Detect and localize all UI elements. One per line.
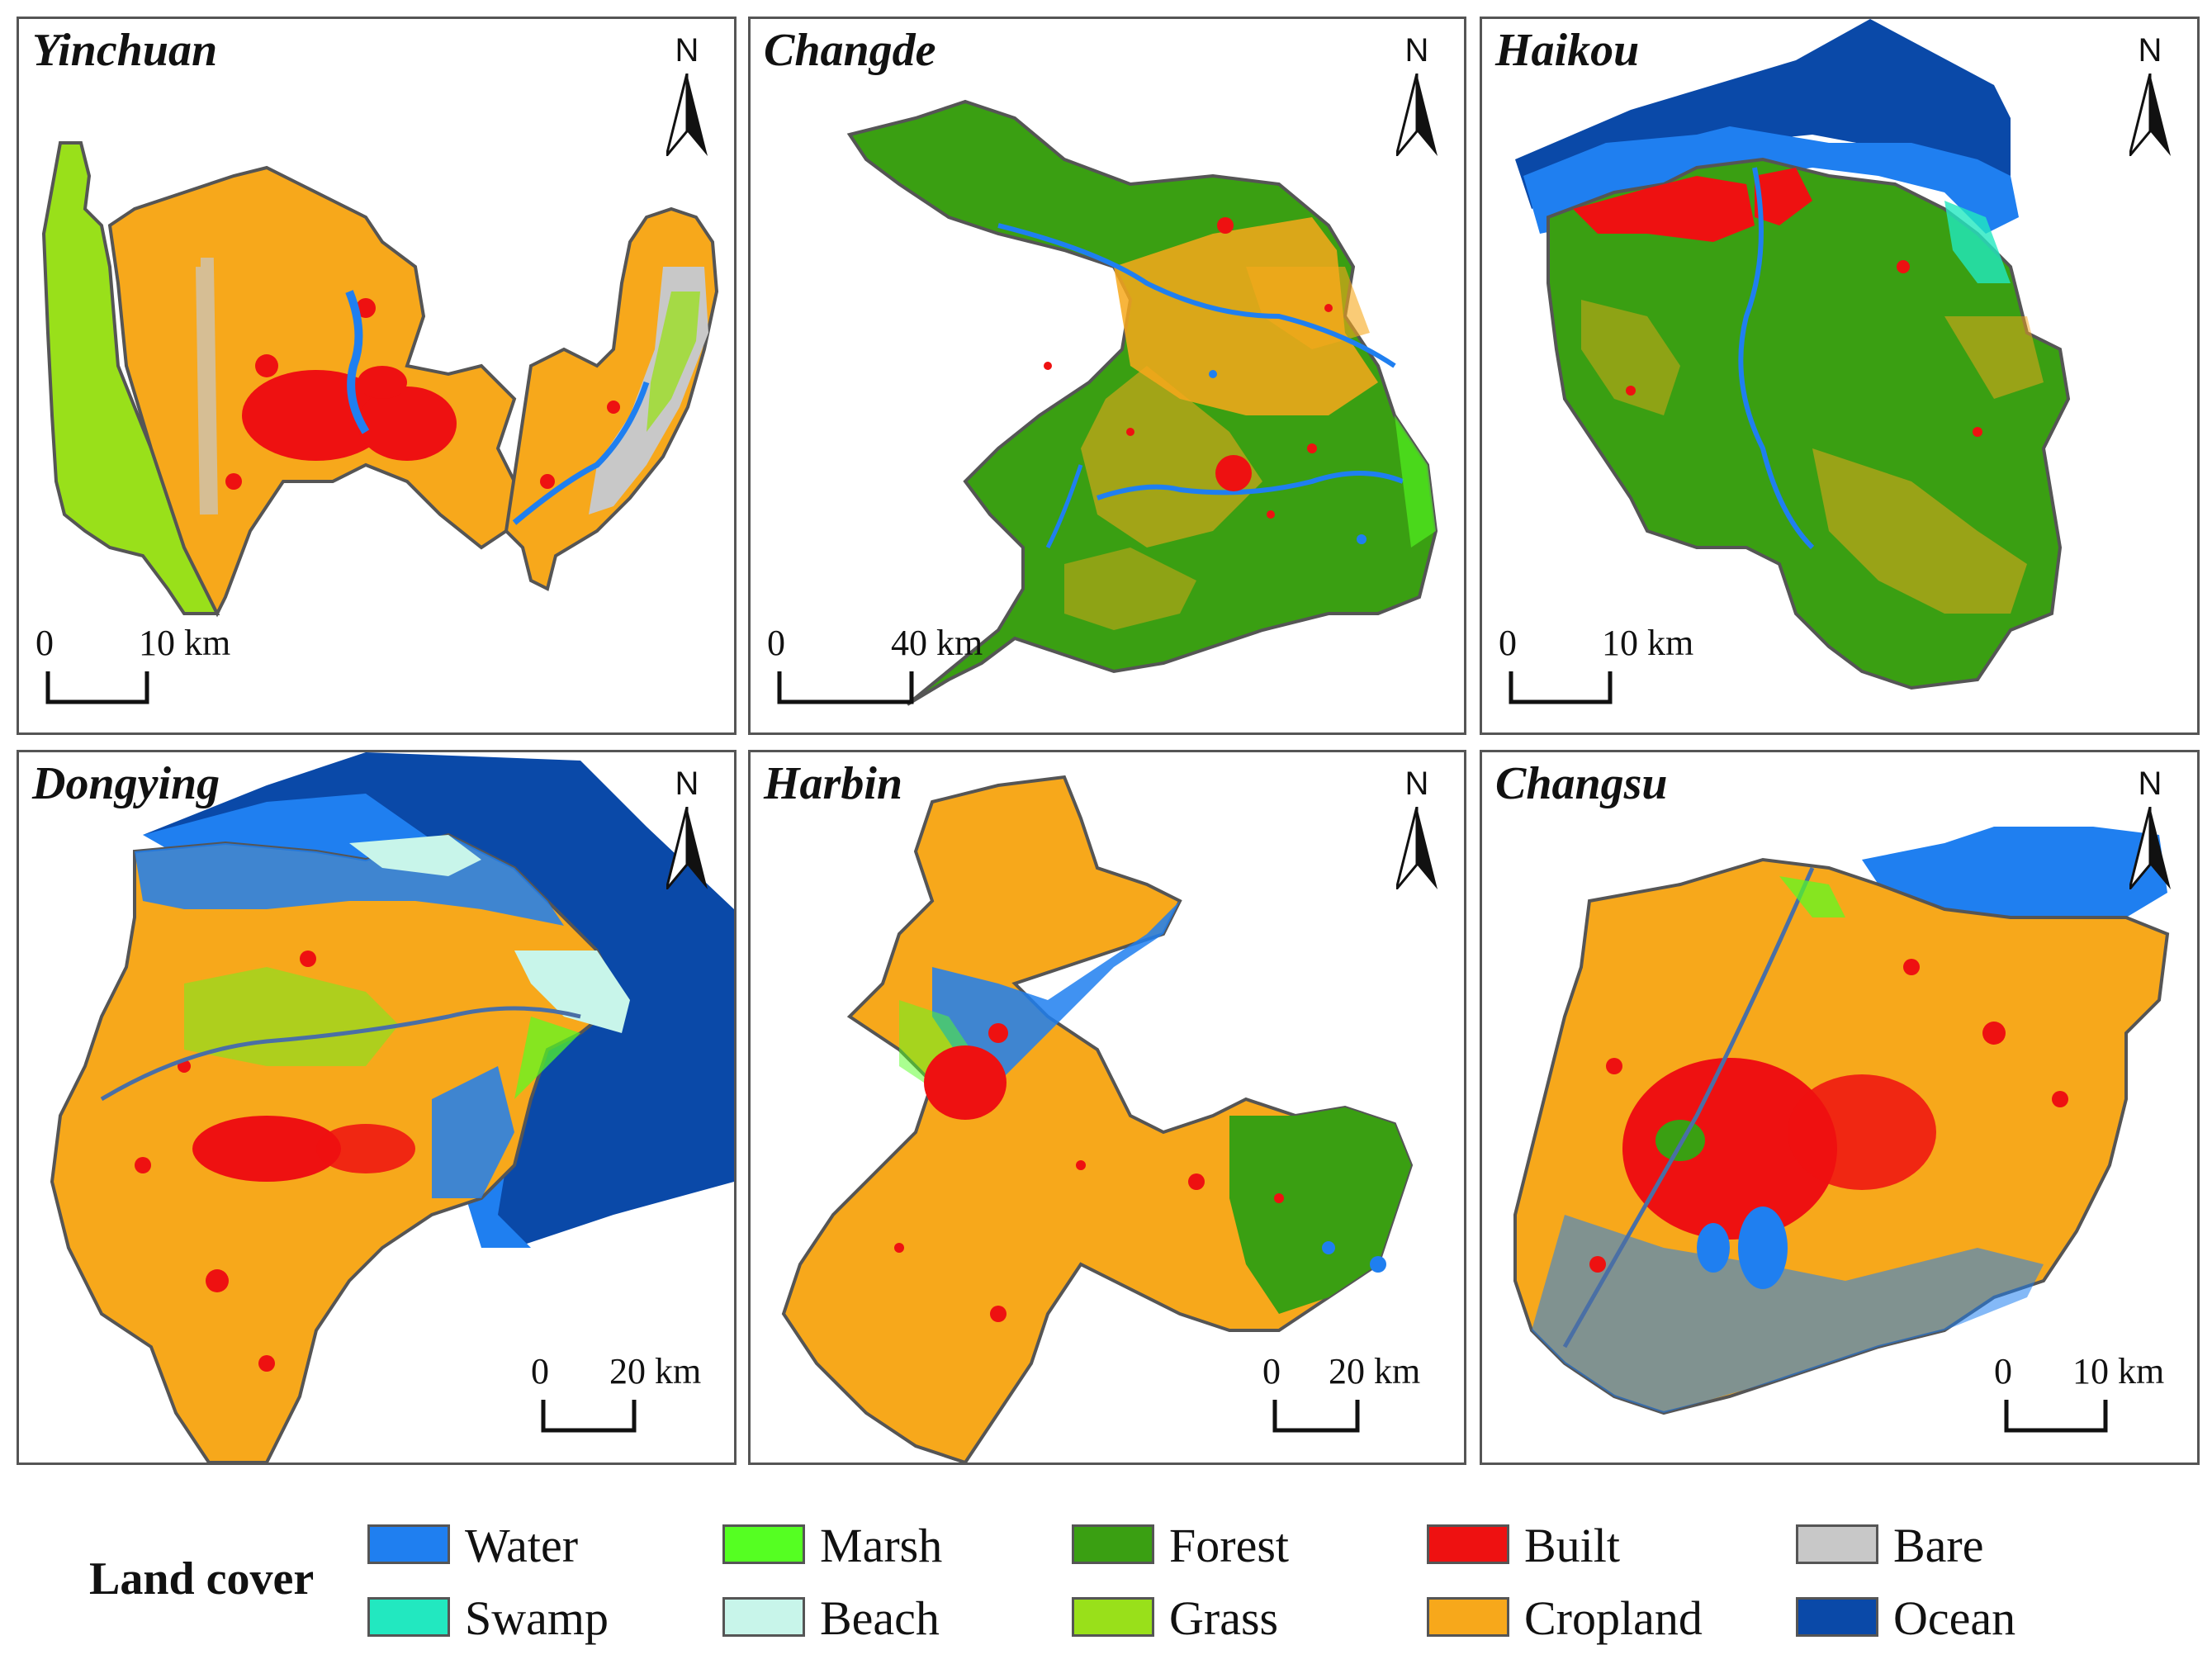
scale-bar: 0 10 km	[1499, 622, 1693, 713]
changsu-map	[1513, 827, 2170, 1415]
north-arrow-icon	[666, 73, 708, 156]
legend-swatch	[1796, 1524, 1878, 1564]
north-label: N	[1404, 766, 1429, 802]
north-arrow-icon	[2129, 807, 2171, 889]
legend-swatch	[367, 1597, 450, 1637]
legend-label: Marsh	[820, 1519, 943, 1572]
city-name: Yinchuan	[32, 25, 218, 76]
scale-bar-line	[45, 671, 149, 704]
north-arrow: N	[658, 32, 716, 156]
legend-label: Swamp	[465, 1591, 609, 1645]
map-panel-yinchuan: Yinchuan N 0 10 km	[17, 17, 737, 735]
scale-end: 10 km	[1602, 623, 1694, 663]
scale-end: 10 km	[2072, 1351, 2165, 1391]
scale-bar-line	[1272, 1400, 1360, 1433]
north-arrow-icon	[666, 807, 708, 889]
legend-label: Cropland	[1524, 1591, 1703, 1645]
legend-label: Forest	[1169, 1519, 1289, 1572]
scale-end: 10 km	[139, 623, 231, 663]
legend-swatch	[367, 1524, 450, 1564]
city-name: Dongying	[32, 758, 220, 809]
legend-label: Grass	[1169, 1591, 1279, 1645]
scale-bar-line	[2004, 1400, 2108, 1433]
scale-bar: 0 40 km	[767, 622, 998, 713]
scale-end: 40 km	[891, 623, 983, 663]
legend-swatch	[722, 1597, 805, 1637]
scale-start: 0	[36, 623, 54, 663]
scale-start: 0	[1262, 1351, 1281, 1391]
legend-swatch	[1072, 1524, 1154, 1564]
legend-swatch	[722, 1524, 805, 1564]
city-name: Changsu	[1495, 758, 1668, 809]
legend-swatch	[1072, 1597, 1154, 1637]
city-name: Changde	[764, 25, 936, 76]
changde-map	[846, 99, 1438, 706]
city-name: Haikou	[1495, 25, 1640, 76]
north-arrow: N	[1388, 766, 1446, 889]
legend-label: Beach	[820, 1591, 940, 1645]
scale-start: 0	[531, 1351, 549, 1391]
scale-bar-line	[777, 671, 914, 704]
scale-end: 20 km	[609, 1351, 702, 1391]
legend-label: Bare	[1893, 1519, 1984, 1572]
scale-start: 0	[1499, 623, 1517, 663]
legend-label: Built	[1524, 1519, 1621, 1572]
dongying-map	[50, 752, 734, 1463]
city-name: Harbin	[764, 758, 903, 809]
map-panel-haikou: Haikou N 0 10 km	[1480, 17, 2200, 735]
haikou-map	[1515, 19, 2071, 690]
map-panel-dongying: Dongying N 0 20 km	[17, 750, 737, 1465]
scale-start: 0	[1994, 1351, 2012, 1391]
scale-bar-line	[541, 1400, 637, 1433]
yinchuan-map	[41, 141, 719, 618]
north-label: N	[2138, 766, 2162, 802]
north-arrow-icon	[1396, 807, 1438, 889]
scale-bar: 0 20 km	[1262, 1350, 1444, 1441]
legend-swatch	[1427, 1524, 1509, 1564]
legend-swatch	[1427, 1597, 1509, 1637]
scale-start: 0	[767, 623, 785, 663]
legend-title: Land cover	[89, 1553, 315, 1605]
legend-swatch	[1796, 1597, 1878, 1637]
north-arrow: N	[2121, 32, 2179, 156]
map-panel-harbin: Harbin N 0 20 km	[748, 750, 1466, 1465]
north-arrow: N	[1388, 32, 1446, 156]
map-panel-changsu: Changsu N 0 10 km	[1480, 750, 2200, 1465]
north-label: N	[675, 32, 699, 69]
legend-label: Ocean	[1893, 1591, 2016, 1645]
legend-label: Water	[465, 1519, 579, 1572]
scale-bar-line	[1509, 671, 1613, 704]
scale-bar: 0 20 km	[531, 1350, 713, 1441]
north-arrow: N	[2121, 766, 2179, 889]
harbin-map	[781, 775, 1414, 1463]
north-arrow-icon	[2129, 73, 2171, 156]
scale-bar: 0 10 km	[36, 622, 230, 713]
north-arrow-icon	[1396, 73, 1438, 156]
scale-end: 20 km	[1329, 1351, 1421, 1391]
map-panel-changde: Changde N 0 40 km	[748, 17, 1466, 735]
north-label: N	[675, 766, 699, 802]
north-label: N	[1404, 32, 1429, 69]
north-arrow: N	[658, 766, 716, 889]
scale-bar: 0 10 km	[1994, 1350, 2176, 1441]
north-label: N	[2138, 32, 2162, 69]
